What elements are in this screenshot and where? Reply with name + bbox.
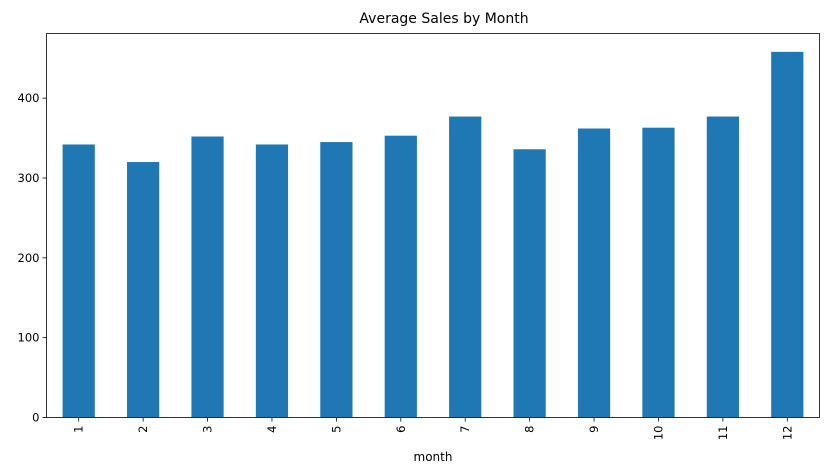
x-tick-label: 9	[587, 426, 601, 433]
x-tick-label: 6	[394, 426, 408, 433]
bar-month-12	[771, 51, 804, 418]
x-tick-label: 12	[780, 426, 794, 441]
y-tick-label: 300	[18, 171, 40, 185]
x-tick-label: 3	[201, 426, 215, 433]
bar-month-8	[513, 149, 546, 418]
y-tick-label: 0	[32, 411, 39, 425]
bar-month-5	[320, 142, 353, 418]
y-tick-label: 400	[18, 91, 40, 105]
x-tick-label: 10	[651, 426, 665, 441]
bar-month-7	[449, 116, 482, 418]
bar-month-4	[255, 144, 289, 418]
bar-month-1	[62, 144, 95, 418]
x-tick-label: 2	[136, 426, 150, 433]
bar-month-3	[191, 136, 224, 418]
x-tick-label: 4	[265, 426, 279, 433]
x-tick-label: 8	[523, 426, 537, 433]
x-axis-label: month	[414, 450, 453, 464]
bar-month-6	[384, 135, 417, 418]
chart-title: Average Sales by Month	[359, 11, 528, 27]
y-tick-label: 100	[18, 331, 40, 345]
x-tick-label: 11	[716, 426, 730, 441]
bar-month-10	[642, 127, 675, 418]
x-axis: 1 2 3 4 5 6 7 8 9 10 11 12	[72, 417, 794, 441]
bar-month-11	[706, 116, 739, 418]
bars-layer	[62, 51, 804, 418]
y-tick-label: 200	[18, 251, 40, 265]
bar-month-9	[577, 128, 611, 418]
y-axis: 0 100 200 300 400	[18, 91, 47, 425]
x-tick-label: 7	[458, 426, 472, 433]
x-tick-label: 5	[329, 426, 343, 433]
bar-month-2	[127, 162, 160, 418]
plot-frame	[46, 33, 820, 418]
x-tick-label: 1	[72, 426, 86, 433]
